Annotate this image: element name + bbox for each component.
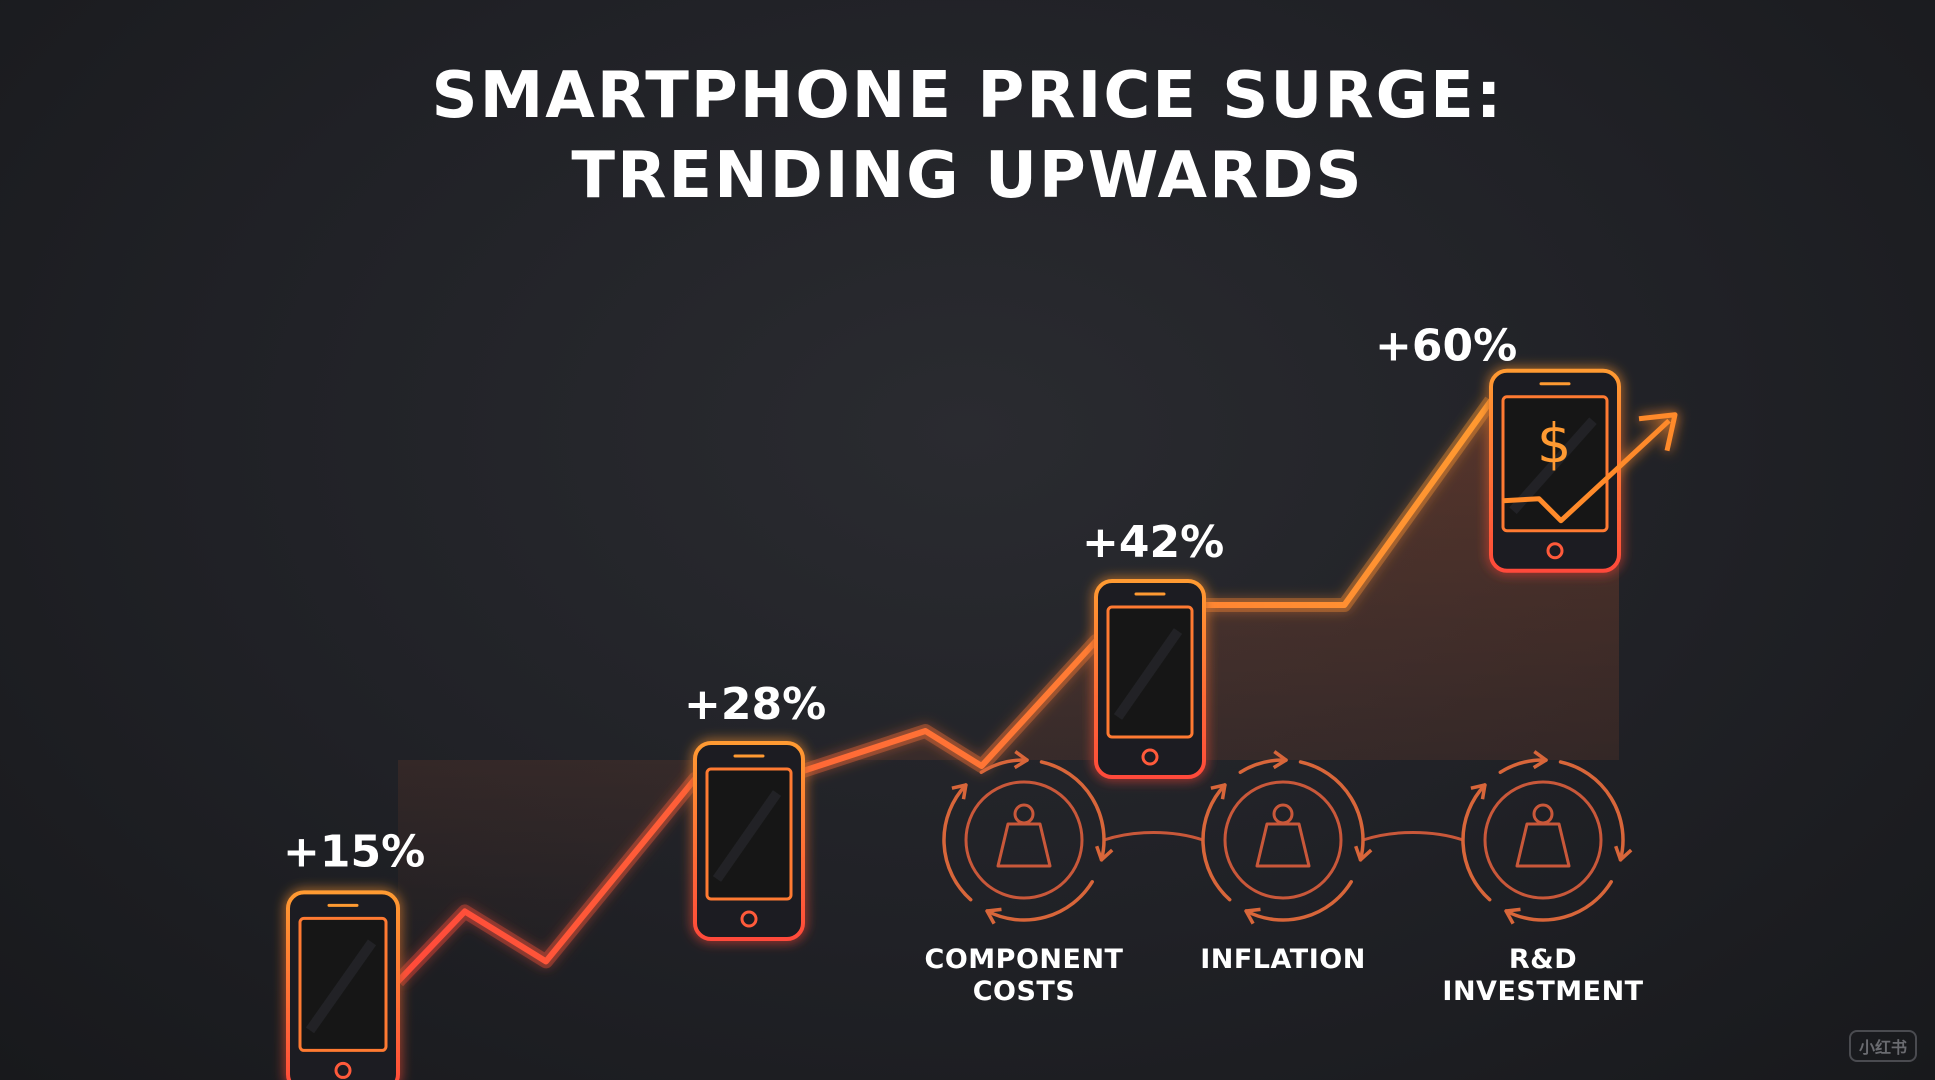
smartphone-icon [693,741,805,941]
data-label: +15% [283,826,425,877]
trend-line [395,397,1494,985]
cycle-arrow-arc [1244,880,1353,922]
phone-screen-sheen [712,790,782,882]
chart-title-line-2: TRENDING UPWARDS [571,139,1364,213]
phone-home-button [334,1061,352,1079]
cycle-arrow-arc [942,783,973,902]
cycle-arrow-head [951,783,968,800]
cycle-arrow-head [1614,845,1633,862]
factor-label-line-1: R&D [1508,944,1578,975]
trend-arrow-line [1502,418,1671,524]
smartphone-icon [1094,579,1206,779]
phone-home-button [740,910,758,928]
cycle-arrow-head [1272,750,1288,770]
smartphone-icon [286,890,400,1080]
weight-handle [1272,803,1294,825]
phone-screen-sheen [305,939,377,1034]
cycle-arrow-head [1244,907,1261,925]
factor-label-inflation: INFLATION [1153,944,1413,976]
cycle-arrow-head [1532,750,1548,770]
weight-body [1515,822,1571,868]
cycle-arrow-arc [1504,880,1613,922]
phone-screen-sheen [1509,417,1597,515]
weight-cycle-icon [1201,750,1373,925]
cycle-arrow-head [1504,907,1521,925]
cycle-arrow-head [1013,750,1029,770]
cycle-arrow-head [1095,845,1114,862]
cycle-arrow-arc [1238,758,1288,775]
inner-ring [1223,780,1343,900]
cycle-arrow-arc [1039,760,1106,862]
data-label: +42% [1082,517,1224,568]
data-label: +28% [684,679,826,730]
weight-body [996,822,1052,868]
dollar-sign-icon: $ [1537,413,1571,476]
inner-ring [964,780,1084,900]
cycle-arrow-head [1470,783,1487,800]
cycle-arrow-head [1210,783,1227,800]
weight-cycle-icon [1461,750,1633,925]
chart-title-line-1: SMARTPHONE PRICE SURGE: [431,59,1504,133]
factor-label-line-2: COSTS [972,976,1076,1007]
factor-label-rd-investment: R&D INVESTMENT [1413,944,1673,1008]
factor-label-line-1: COMPONENT [924,944,1124,975]
weight-cycle-icon [942,750,1114,925]
weight-body [1255,822,1311,868]
smartphone-price-up-icon: $ [1489,368,1678,573]
cycle-arrow-head [985,907,1002,925]
cycle-arrow-arc [1558,760,1625,862]
weight-handle [1532,803,1554,825]
cycle-arrow-arc [985,880,1094,922]
cycle-arrow-arc [1498,758,1548,775]
cycle-arrow-arc [979,758,1029,775]
arrow-head-icon [1638,412,1678,452]
phone-home-button [1546,542,1564,560]
cycle-arrow-arc [1298,760,1365,862]
inner-ring [1483,780,1603,900]
cycle-arrow-arc [1461,783,1492,902]
phone-screen-sheen [1113,628,1183,720]
factor-label-component-costs: COMPONENT COSTS [894,944,1154,1008]
cycle-arrow-arc [1201,783,1232,902]
factor-label-line-2: INVESTMENT [1442,976,1644,1007]
watermark-logo: 小红书 [1848,1030,1917,1062]
cycle-arrow-head [1354,845,1373,862]
factor-connector-line [1103,831,1464,842]
data-label: +60% [1375,321,1517,372]
factor-label-line-1: INFLATION [1200,944,1366,975]
phone-home-button [1141,748,1159,766]
weight-handle [1013,803,1035,825]
